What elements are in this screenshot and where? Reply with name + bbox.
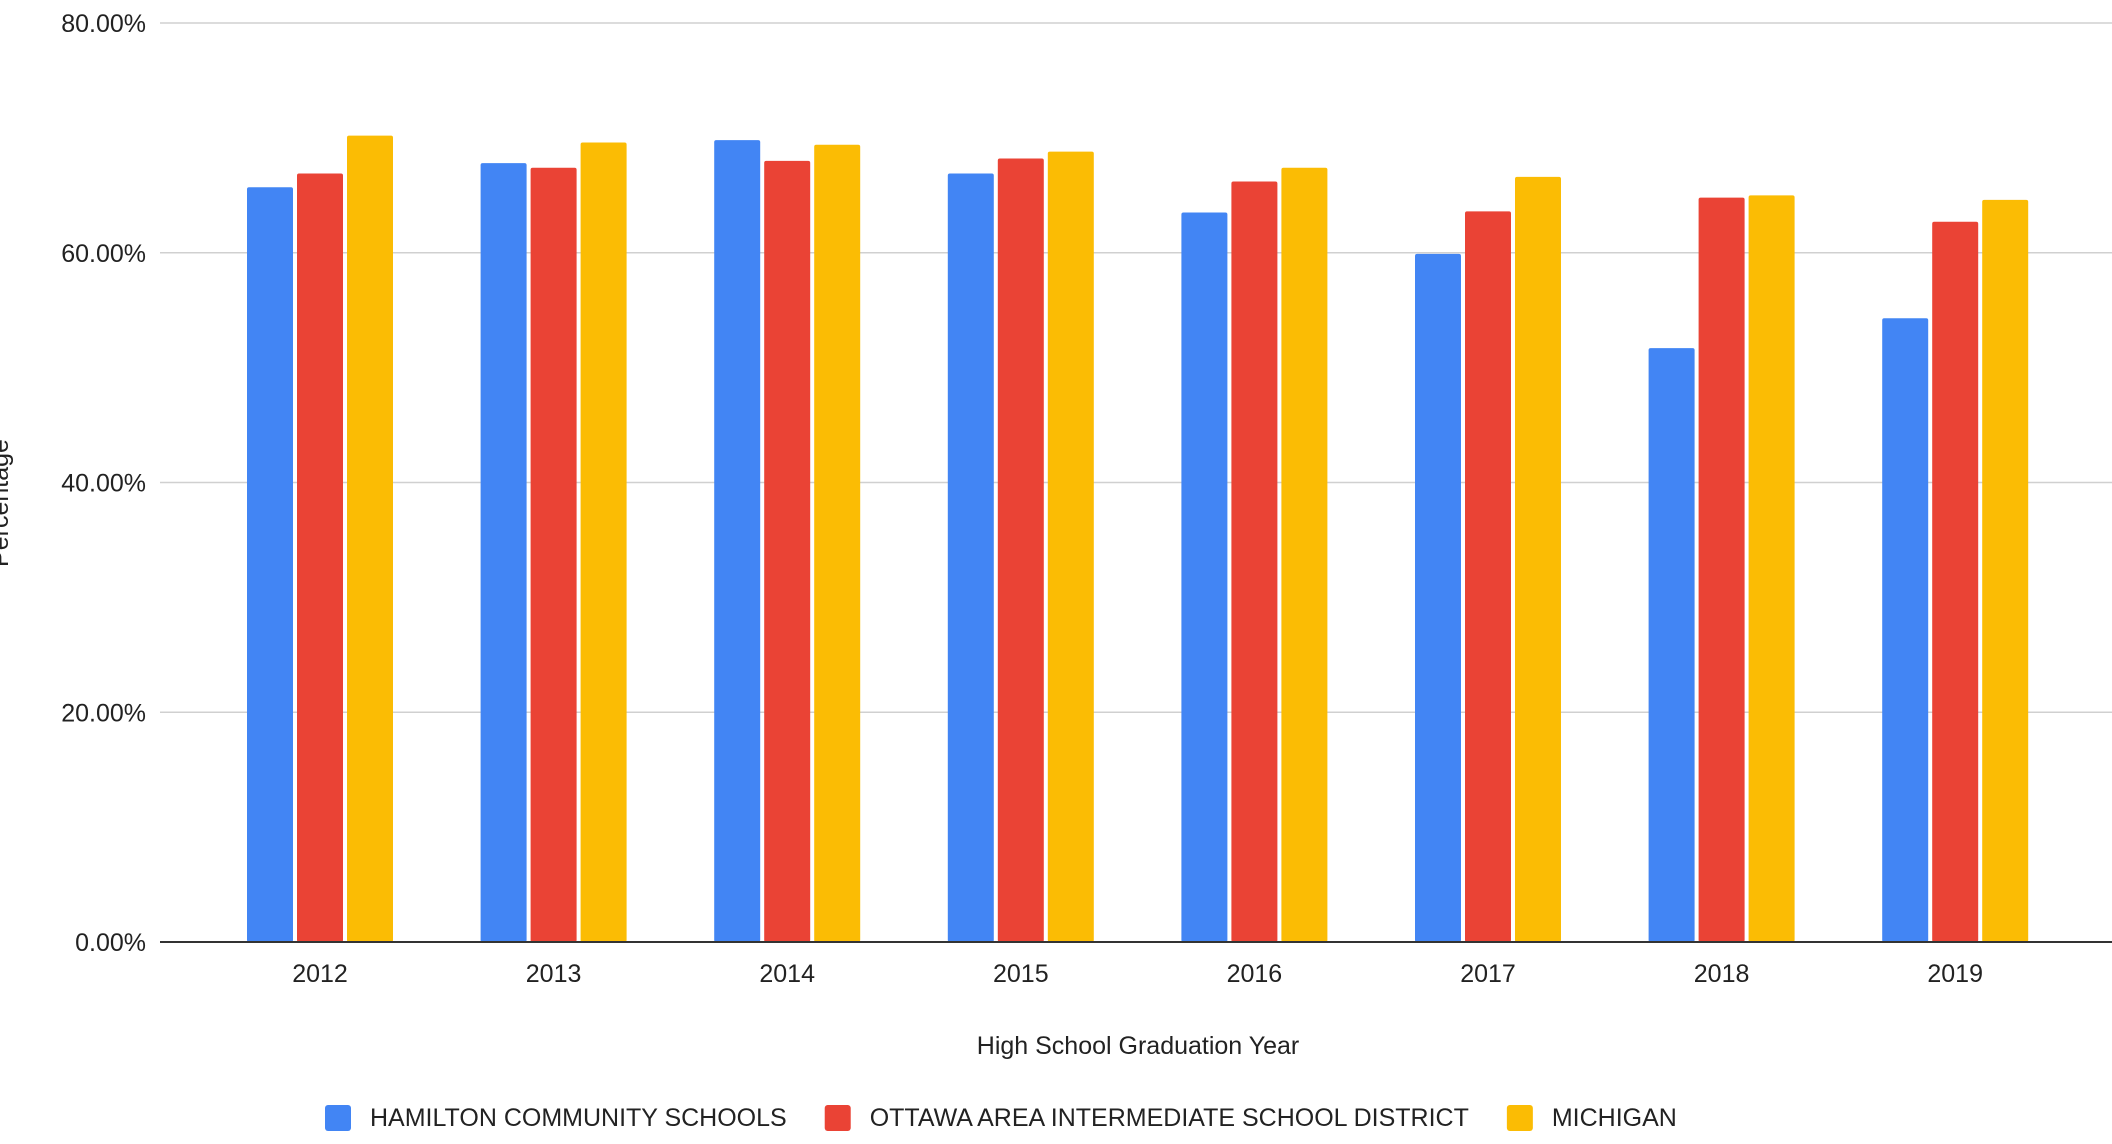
bar — [714, 140, 761, 943]
bar — [1231, 181, 1278, 943]
bar — [1648, 348, 1695, 942]
bar — [1515, 176, 1561, 942]
legend-label: HAMILTON COMMUNITY SCHOOLS — [370, 1104, 787, 1132]
x-tick-label: 2013 — [526, 960, 582, 988]
bar — [947, 173, 994, 942]
bar — [1047, 151, 1094, 942]
bar — [997, 158, 1044, 943]
legend: HAMILTON COMMUNITY SCHOOLS OTTAWA AREA IN… — [325, 1104, 1677, 1132]
bar — [764, 160, 811, 943]
x-tick-label: 2015 — [993, 960, 1049, 988]
bar — [1281, 167, 1328, 942]
bar — [1415, 253, 1461, 942]
axes: 0.00% 20.00% 40.00% 60.00% 80.00% 2012 2013 201… — [61, 10, 2112, 988]
legend-label: OTTAWA AREA INTERMEDIATE SCHOOL DISTRICT — [870, 1104, 1469, 1132]
bar — [1698, 197, 1745, 943]
legend-label: MICHIGAN — [1552, 1104, 1677, 1132]
bar — [1465, 211, 1511, 942]
bar — [580, 142, 627, 943]
bar — [1748, 195, 1795, 942]
x-tick-label: 2012 — [292, 960, 348, 988]
x-tick-label: 2017 — [1460, 960, 1516, 988]
y-tick-label: 60.00% — [61, 240, 146, 268]
legend-swatch — [824, 1105, 851, 1131]
bar — [297, 173, 343, 942]
x-tick-label: 2016 — [1227, 960, 1283, 988]
x-tick-label: 2018 — [1694, 960, 1750, 988]
y-axis-title: Percentage — [0, 439, 14, 567]
bar — [347, 135, 393, 942]
bar — [1982, 199, 2029, 943]
bar — [480, 163, 527, 942]
bar — [1181, 212, 1228, 942]
bar — [1882, 318, 1929, 942]
y-tick-label: 40.00% — [61, 470, 146, 498]
y-tick-label: 20.00% — [61, 699, 146, 727]
legend-swatch — [325, 1105, 351, 1131]
gridlines — [160, 22, 2112, 713]
x-tick-label: 2014 — [759, 960, 815, 988]
bar — [530, 167, 577, 942]
bar — [814, 144, 861, 942]
bar — [1932, 221, 1979, 942]
x-axis-title: High School Graduation Year — [977, 1032, 1299, 1060]
bar — [247, 187, 293, 943]
legend-swatch — [1506, 1105, 1533, 1131]
y-tick-label: 80.00% — [61, 10, 146, 38]
y-tick-label: 0.00% — [75, 929, 146, 957]
x-tick-label: 2019 — [1927, 960, 1983, 988]
bars — [247, 135, 2029, 943]
